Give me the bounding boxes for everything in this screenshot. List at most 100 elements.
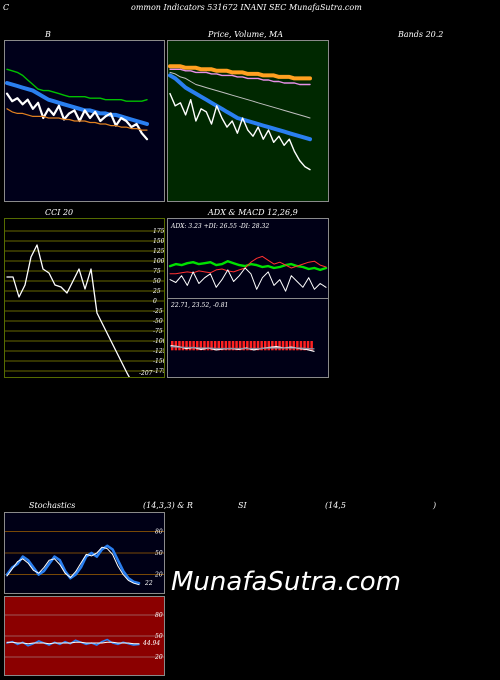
stochastics-last-label: 22 — [144, 580, 153, 587]
stochastics-panel: 80 50 20 22 — [4, 512, 165, 594]
stochastics-params: (14,3,3) & R — [143, 501, 193, 510]
cci-tick-label: -75 — [153, 328, 163, 335]
bollinger-series-0 — [6, 68, 148, 102]
macd-chart: 22.71, 23.52, -0.81 — [168, 299, 328, 377]
cci-tick-label: 50 — [153, 278, 161, 285]
stochastics-series-1 — [6, 546, 140, 586]
macd-histogram-bar — [264, 341, 267, 351]
cci-tick-label: -175 — [153, 368, 164, 375]
macd-histogram-bar — [231, 341, 235, 351]
watermark: MunafaSutra.com — [171, 567, 402, 597]
bollinger-title: B — [45, 30, 51, 39]
macd-histogram-bar — [256, 341, 260, 351]
macd-histogram-bar — [306, 341, 310, 351]
macd-histogram-bar — [178, 341, 181, 351]
cci-tick-label: 100 — [153, 258, 164, 265]
cci-line — [6, 244, 130, 377]
macd-histogram-bar — [299, 341, 303, 351]
cci-tick-label: -125 — [153, 348, 164, 355]
macd-histogram-bar — [246, 341, 249, 351]
rsi-tick-label: 20 — [154, 654, 163, 661]
adx-macd-title: ADX & MACD 12,26,9 — [208, 208, 298, 217]
price-ma-title: Price, Volume, MA — [208, 30, 284, 39]
bollinger-chart — [5, 41, 164, 201]
rsi-panel: 80 50 20 44.94 — [4, 596, 165, 676]
rsi-title: SI — [238, 501, 247, 510]
macd-histogram-bar — [188, 341, 192, 351]
macd-histogram-bar — [213, 341, 217, 351]
stochastics-tick-label: 80 — [155, 528, 163, 535]
cci-title: CCI 20 — [45, 208, 74, 217]
bollinger-series-1 — [5, 81, 149, 126]
macd-histogram-bar — [210, 341, 213, 351]
rsi-params: (14,5 — [325, 501, 346, 510]
rsi-series-1 — [6, 641, 140, 645]
macd-histogram-bar — [285, 341, 288, 351]
macd-histogram-bar — [185, 341, 188, 351]
macd-histogram-bar — [274, 341, 278, 351]
macd-histogram-bar — [292, 341, 295, 351]
header-title-initial: C — [3, 3, 10, 12]
macd-histogram-bar — [267, 341, 270, 351]
price-ma-panel — [167, 40, 329, 202]
price-ma-series-3 — [168, 73, 312, 142]
adx-chart: ADX: 3.23 +DI: 26.55 -DI: 28.32 — [168, 219, 328, 299]
cci-bg — [5, 219, 164, 377]
macd-series-1 — [170, 345, 315, 350]
price-ma-series-4 — [169, 92, 311, 171]
cci-chart: 175 150 125 100 75 50 25 0 -25 -50 -75 -100 -125 -150… — [5, 219, 164, 377]
macd-histogram-bar — [224, 341, 228, 351]
price-ma-series-0 — [168, 64, 312, 81]
cci-panel: 175 150 125 100 75 50 25 0 -25 -50 -75 -100 -125 -150… — [4, 218, 165, 378]
adx-panel: ADX: 3.23 +DI: 26.55 -DI: 28.32 — [167, 218, 329, 300]
macd-histogram-bar — [235, 341, 238, 351]
macd-histogram-bar — [228, 341, 231, 351]
macd-histogram-bar — [271, 341, 274, 351]
rsi-params-close: ) — [433, 501, 437, 510]
macd-histogram-bar — [253, 341, 256, 351]
macd-histogram-bar — [289, 341, 292, 351]
cci-tick-label: 0 — [153, 298, 157, 305]
adx-series-1 — [169, 255, 327, 275]
macd-readout: 22.71, 23.52, -0.81 — [170, 302, 228, 309]
bollinger-series-2 — [5, 92, 149, 141]
cci-tick-label: 150 — [153, 238, 164, 245]
stochastics-tick-label: 50 — [155, 550, 163, 557]
macd-histogram-bar — [278, 341, 281, 351]
adx-readout: ADX: 3.23 +DI: 26.55 -DI: 28.32 — [170, 223, 269, 230]
macd-histogram-bar — [206, 341, 210, 351]
macd-histogram-bar — [203, 341, 206, 351]
macd-histogram-bar — [192, 341, 195, 351]
cci-last-label: -207 — [139, 370, 153, 377]
macd-histogram-bar — [249, 341, 253, 351]
cci-tick-label: -50 — [153, 318, 163, 325]
rsi-tick-label: 80 — [155, 612, 163, 619]
cci-tick-label: 75 — [153, 268, 161, 275]
adx-series-2 — [169, 267, 327, 292]
price-ma-series-1 — [169, 68, 311, 86]
macd-bg — [168, 299, 328, 377]
bollinger-panel — [4, 40, 165, 202]
rsi-tick-label: 50 — [155, 633, 163, 640]
macd-histogram-bar — [196, 341, 199, 351]
macd-histogram-bar — [217, 341, 220, 351]
macd-histogram-bar — [174, 341, 178, 351]
macd-histogram-bar — [260, 341, 263, 351]
macd-histogram-bar — [281, 341, 285, 351]
cci-tick-label: -25 — [153, 308, 163, 315]
cci-tick-label: -100 — [153, 338, 164, 345]
macd-histogram-bar — [199, 341, 203, 351]
cci-tick-label: 175 — [153, 228, 164, 235]
stochastics-series-0 — [5, 544, 141, 585]
rsi-last-label: 44.94 — [142, 640, 160, 647]
price-ma-series-2 — [169, 71, 311, 119]
macd-histogram-bar — [242, 341, 245, 351]
macd-histogram-bar — [221, 341, 224, 351]
rsi-series-0 — [6, 638, 140, 647]
macd-histogram-bar — [238, 341, 242, 351]
price-ma-chart — [168, 41, 328, 201]
adx-bg — [168, 219, 328, 299]
stochastics-tick-label: 20 — [154, 572, 163, 579]
macd-histogram-bar — [310, 341, 313, 351]
